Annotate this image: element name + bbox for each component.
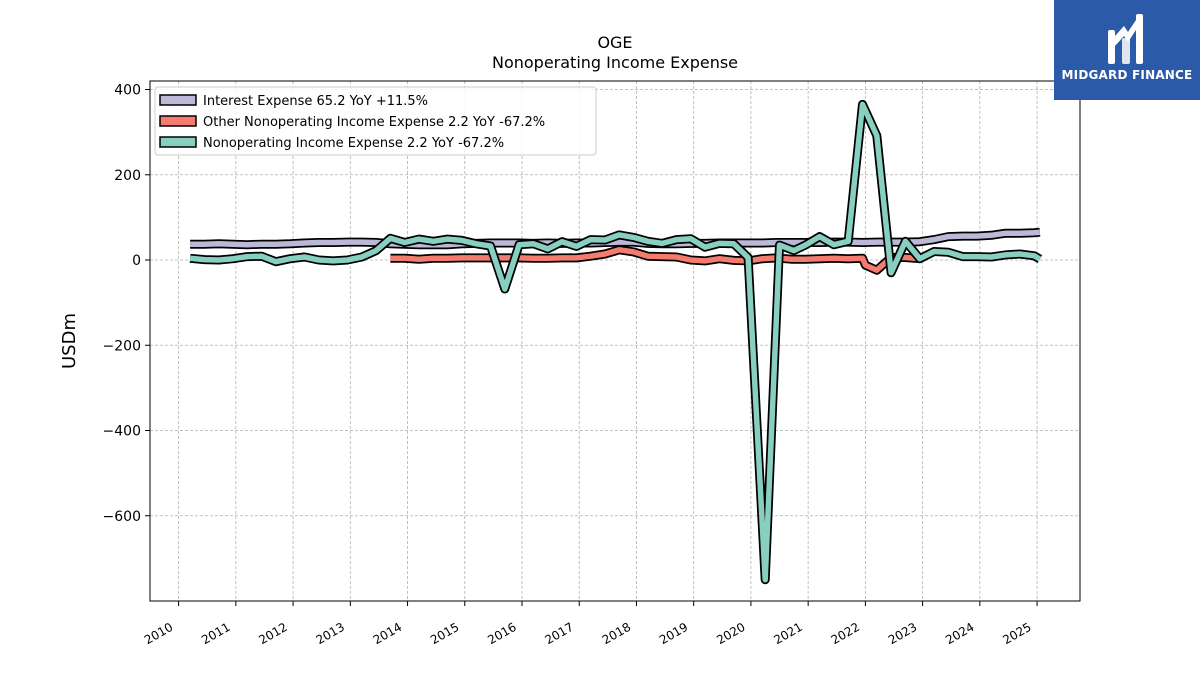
y-tick-label: 400 — [114, 83, 141, 99]
y-axis: 400 200 0 −200 −400 −600 — [103, 83, 150, 525]
x-tick-label: 2024 — [943, 620, 976, 647]
x-tick-label: 2014 — [371, 620, 404, 647]
x-tick-label: 2017 — [543, 620, 576, 647]
y-tick-label: 200 — [114, 168, 141, 184]
series-line-3 — [189, 99, 1043, 585]
y-axis-label: USDm — [59, 313, 80, 369]
series-line-2 — [390, 245, 921, 275]
x-axis: 2010 2011 2012 2013 2014 2015 2016 2017 2018 2019… — [142, 601, 1038, 647]
chart-subtitle: Nonoperating Income Expense — [492, 53, 738, 72]
y-tick-label: −200 — [103, 338, 141, 354]
x-tick-label: 2023 — [886, 620, 919, 647]
brand-logo: MIDGARD FINANCE — [1054, 0, 1200, 100]
brand-name: MIDGARD FINANCE — [1061, 68, 1193, 82]
x-tick-label: 2019 — [657, 620, 690, 647]
y-tick-label: −600 — [103, 509, 141, 525]
x-tick-label: 2025 — [1000, 620, 1033, 647]
legend: Interest Expense 65.2 YoY +11.5% Other No… — [154, 86, 597, 156]
x-tick-label: 2010 — [142, 620, 175, 647]
legend-label: Nonoperating Income Expense 2.2 YoY -67.… — [203, 136, 504, 151]
chart-title: OGE — [597, 33, 632, 52]
grid — [150, 81, 1080, 601]
x-tick-label: 2015 — [428, 620, 461, 647]
legend-swatch — [159, 136, 197, 148]
x-tick-label: 2011 — [199, 620, 232, 647]
legend-box — [154, 86, 597, 156]
x-tick-label: 2016 — [485, 620, 518, 647]
legend-label: Interest Expense 65.2 YoY +11.5% — [203, 94, 428, 109]
legend-label: Other Nonoperating Income Expense 2.2 Yo… — [203, 115, 545, 130]
y-tick-label: −400 — [103, 424, 141, 440]
x-tick-label: 2020 — [714, 620, 747, 647]
series-fill — [189, 101, 1042, 583]
x-tick-label: 2021 — [771, 620, 804, 647]
y-tick-label: 0 — [132, 253, 141, 269]
x-tick-label: 2013 — [314, 620, 347, 647]
x-tick-label: 2018 — [600, 620, 633, 647]
x-tick-label: 2012 — [256, 620, 289, 647]
series-fill — [390, 247, 921, 273]
brand-logo-icon — [1108, 14, 1143, 64]
series-outline — [189, 99, 1043, 585]
title-block: OGE Nonoperating Income Expense — [492, 33, 738, 72]
legend-swatch — [159, 115, 197, 127]
plot-frame — [149, 80, 1081, 602]
legend-swatch — [159, 94, 197, 106]
series-layer — [189, 99, 1043, 585]
x-tick-label: 2022 — [829, 620, 862, 647]
